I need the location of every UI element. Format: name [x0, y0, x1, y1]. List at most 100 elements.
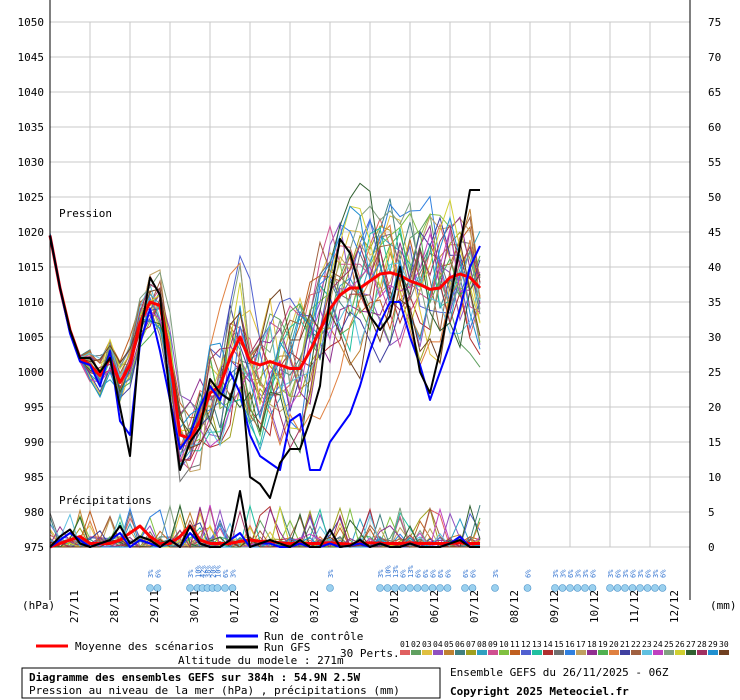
- y-left-tick-label: 980: [24, 506, 44, 519]
- pert-swatch: [631, 650, 641, 655]
- snow-percent-label: 6%: [462, 569, 470, 578]
- y-right-tick-label: 20: [708, 401, 721, 414]
- pert-number: 21: [620, 640, 630, 649]
- pert-swatch: [587, 650, 597, 655]
- snowflake-icon: [613, 584, 622, 592]
- snow-percent-label: 3%: [582, 569, 590, 578]
- snow-percent-label: 6%: [222, 569, 230, 578]
- x-tick-label: 09/12: [548, 590, 561, 623]
- y-left-tick-label: 1040: [18, 86, 45, 99]
- perts-label: 30 Perts.: [340, 647, 400, 660]
- pert-number: 19: [598, 640, 608, 649]
- pert-swatch: [686, 650, 696, 655]
- y-right-tick-label: 35: [708, 296, 721, 309]
- pert-number: 03: [422, 640, 432, 649]
- pert-number: 13: [532, 640, 542, 649]
- y-right-tick-label: 70: [708, 51, 721, 64]
- altitude-label: Altitude du modele : 271m: [178, 654, 344, 667]
- y-left-tick-label: 990: [24, 436, 44, 449]
- x-tick-label: 29/11: [148, 590, 161, 623]
- pert-swatch: [543, 650, 553, 655]
- snowflake-icon: [491, 584, 499, 592]
- y-right-tick-label: 5: [708, 506, 715, 519]
- y-right-tick-label: 0: [708, 541, 715, 554]
- snowflake-icon: [413, 584, 422, 592]
- x-tick-label: 07/12: [468, 590, 481, 623]
- pert-number: 11: [510, 640, 520, 649]
- series-pressure-line: [49, 189, 480, 499]
- snow-percent-label: 6%: [567, 569, 575, 578]
- snow-percent-label: 6%: [615, 569, 623, 578]
- snow-percent-label: 10%: [215, 565, 223, 578]
- pert-number: 05: [444, 640, 454, 649]
- snowflake-icon: [146, 584, 154, 592]
- snowflake-icon: [443, 584, 452, 592]
- snow-percent-label: 6%: [415, 569, 423, 578]
- snowflake-icon: [391, 584, 399, 592]
- pert-number: 27: [686, 640, 696, 649]
- x-tick-label: 01/12: [228, 590, 241, 623]
- snowflake-icon: [213, 584, 222, 592]
- run-info: Ensemble GEFS du 26/11/2025 - 06Z: [450, 666, 669, 679]
- snow-percent-label: 6%: [470, 569, 478, 578]
- pressure-label: Pression: [59, 207, 112, 220]
- snowflake-icon: [573, 584, 582, 592]
- y-left-tick-label: 985: [24, 471, 44, 484]
- snowflake-icon: [558, 584, 567, 592]
- y-left-tick-label: 1020: [18, 226, 45, 239]
- pert-number: 16: [565, 640, 575, 649]
- snowflake-icon: [606, 584, 614, 592]
- snow-percent-label: 6%: [590, 569, 598, 578]
- x-tick-label: 04/12: [348, 590, 361, 623]
- x-tick-label: 30/11: [188, 590, 201, 623]
- snowflake-icon: [621, 584, 629, 592]
- perturbation-legend: 01 02 03 04 05 06 07 08 09 10 11 12 13 14 15 16 17 18 19 20…: [400, 640, 729, 655]
- series-precip-line: [49, 490, 480, 548]
- y-left-tick-label: 1025: [18, 191, 45, 204]
- y-left-tick-label: 1010: [18, 296, 45, 309]
- pert-swatch: [609, 650, 619, 655]
- pert-number: 08: [477, 640, 487, 649]
- y-right-tick-label: 10: [708, 471, 721, 484]
- pert-number: 12: [521, 640, 531, 649]
- x-tick-label: 11/12: [628, 590, 641, 623]
- y-left-tick-label: 1005: [18, 331, 45, 344]
- snow-percent-label: 3%: [230, 569, 238, 578]
- snow-percent-label: 3%: [377, 569, 385, 578]
- pert-swatch: [510, 650, 520, 655]
- pert-swatch: [521, 650, 531, 655]
- snow-percent-label: 3%: [147, 569, 155, 578]
- snowflake-icon: [398, 584, 407, 592]
- pert-number: 04: [433, 640, 443, 649]
- snowflake-icon: [428, 584, 437, 592]
- y-left-tick-label: 1015: [18, 261, 45, 274]
- y-right-tick-label: 25: [708, 366, 721, 379]
- pert-swatch: [444, 650, 454, 655]
- pert-number: 14: [543, 640, 553, 649]
- x-tick-label: 02/12: [268, 590, 281, 623]
- pert-swatch: [642, 650, 652, 655]
- y-left-tick-label: 1030: [18, 156, 45, 169]
- pert-number: 25: [664, 640, 674, 649]
- ensemble-member-line: [49, 233, 481, 456]
- snowflake-icon: [326, 584, 334, 592]
- pert-number: 20: [609, 640, 619, 649]
- snow-percent-label: 13%: [392, 565, 400, 578]
- pert-number: 09: [488, 640, 498, 649]
- snowflake-icon: [581, 584, 589, 592]
- snow-percent-label: 6%: [660, 569, 668, 578]
- snow-percent-label: 6%: [430, 569, 438, 578]
- axes: 975 0 980 5 985 10 990 15 995 20 1000 25 1005 30 1010 3…: [18, 0, 721, 623]
- snow-percent-label: 3%: [552, 569, 560, 578]
- snow-percent-label: 38%: [205, 565, 213, 578]
- ensemble-member-line: [49, 182, 481, 454]
- ensemble-member-precip-line: [49, 529, 481, 548]
- x-tick-label: 06/12: [428, 590, 441, 623]
- x-tick-label: 12/12: [668, 590, 681, 623]
- y-right-tick-label: 15: [708, 436, 721, 449]
- title-box: Diagramme des ensembles GEFS sur 384h : …: [21, 667, 441, 699]
- ensemble-member-line: [49, 200, 481, 437]
- pert-number: 15: [554, 640, 564, 649]
- snow-markers: 3% 6% 3% 10%42%38%20%10% 6% 3% 3% 3% 10% 13% 6% 13%…: [146, 565, 668, 592]
